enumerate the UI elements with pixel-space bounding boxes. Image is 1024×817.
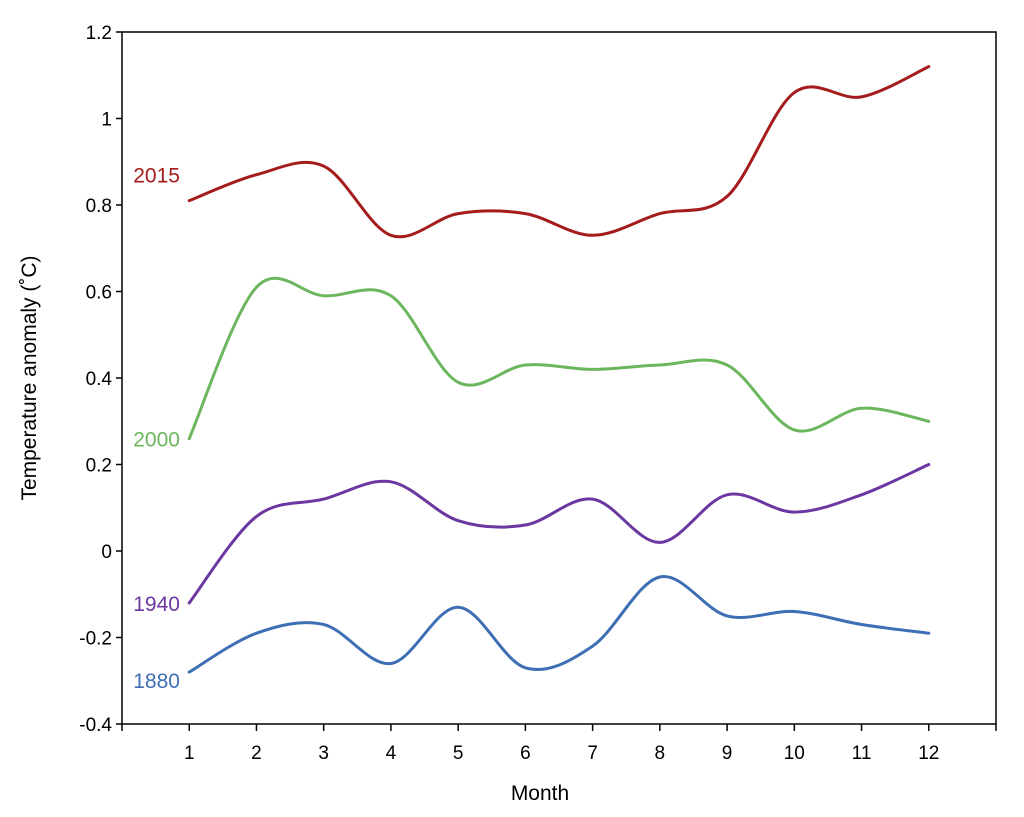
plot-frame — [121, 31, 997, 725]
x-axis: 1 2 3 4 5 6 7 8 9 10 11 12 — [121, 724, 997, 764]
x-axis-title: Month — [511, 782, 569, 805]
y-tick-label: 0.4 — [86, 369, 113, 390]
x-tick-label: 3 — [318, 743, 329, 764]
series-label-1940: 1940 — [133, 593, 180, 616]
x-tick-label: 7 — [587, 743, 598, 764]
x-tick-label: 2 — [251, 743, 262, 764]
series-line-2015 — [187, 65, 931, 239]
y-tick-label: 1 — [101, 110, 112, 131]
series-line-1940 — [187, 463, 931, 605]
series-label-1880: 1880 — [133, 670, 180, 693]
x-tick-label: 4 — [386, 743, 397, 764]
x-tick-label: 11 — [852, 743, 872, 764]
x-tick-label: 12 — [918, 743, 939, 764]
x-tick-label: 10 — [784, 743, 805, 764]
series-labels: 2015 2000 1940 1880 — [133, 165, 180, 693]
series-lines — [187, 65, 931, 674]
x-tick-label: 5 — [453, 743, 464, 764]
series-label-2000: 2000 — [133, 429, 180, 452]
y-axis-title: Temperature anomaly (˚C) — [18, 255, 41, 500]
series-line-2000 — [187, 276, 931, 441]
y-tick-label: -0.2 — [79, 629, 112, 650]
y-tick-label: -0.4 — [79, 715, 112, 736]
y-tick-label: 0.2 — [86, 456, 112, 477]
x-tick-label: 6 — [520, 743, 531, 764]
x-tick-label: 1 — [184, 743, 195, 764]
y-tick-label: 0.8 — [86, 196, 112, 217]
x-tick-label: 9 — [722, 743, 733, 764]
y-tick-label: 0.6 — [86, 283, 112, 304]
series-line-1880 — [187, 575, 931, 674]
y-axis: -0.4 -0.2 0 0.2 0.4 0.6 0.8 1 1.2 — [79, 23, 122, 736]
x-tick-label: 8 — [655, 743, 666, 764]
y-tick-label: 0 — [101, 542, 112, 563]
series-label-2015: 2015 — [133, 165, 180, 188]
y-tick-label: 1.2 — [86, 23, 112, 44]
